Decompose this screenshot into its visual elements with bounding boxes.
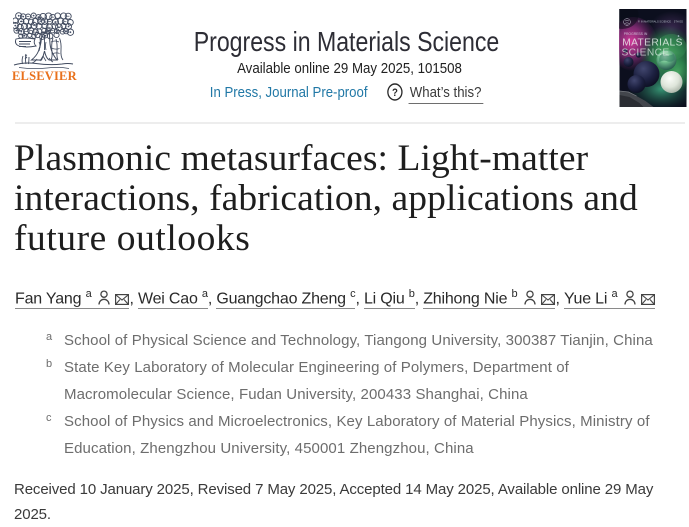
svg-text:SCIENCE: SCIENCE xyxy=(621,48,669,59)
svg-text:MATERIALS: MATERIALS xyxy=(622,38,683,49)
svg-text:PROGRESS IN: PROGRESS IN xyxy=(624,32,648,36)
svg-text:5TH ED: 5TH ED xyxy=(674,20,683,24)
svg-text:P. IN MATERIALS SCIENCE: P. IN MATERIALS SCIENCE xyxy=(638,20,671,24)
svg-text:?: ? xyxy=(392,88,398,100)
